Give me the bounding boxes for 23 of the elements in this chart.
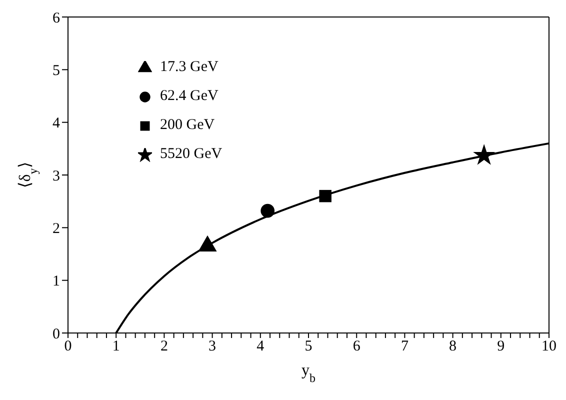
x-tick-label: 5 <box>304 338 312 355</box>
legend-label: 200 GeV <box>160 117 215 133</box>
x-tick-label: 2 <box>160 338 168 355</box>
y-tick-label: 6 <box>52 10 60 26</box>
y-tick-label: 2 <box>52 220 60 237</box>
x-tick-label: 6 <box>352 338 361 355</box>
x-tick-label: 0 <box>64 338 72 355</box>
x-tick-label: 1 <box>112 338 120 355</box>
y-tick-label: 1 <box>52 274 60 290</box>
legend-label: 62.4 GeV <box>160 88 218 104</box>
x-tick-label: 9 <box>497 338 505 355</box>
y-tick-label: 0 <box>52 326 60 342</box>
x-tick-label: 4 <box>256 338 265 355</box>
y-tick-label: 3 <box>52 168 60 184</box>
y-tick-label: 5 <box>52 62 60 79</box>
x-tick-label: 8 <box>449 338 457 355</box>
x-tick-label: 7 <box>400 338 409 355</box>
x-axis-title: y$_{b}$ <box>302 362 316 385</box>
legend-label: 17.3 GeV <box>160 59 218 75</box>
legend-label: 5520 GeV <box>160 146 222 162</box>
y-tick-label: 4 <box>52 116 60 132</box>
x-tick-label: 3 <box>208 338 216 355</box>
x-tick-label: 10 <box>542 338 556 355</box>
